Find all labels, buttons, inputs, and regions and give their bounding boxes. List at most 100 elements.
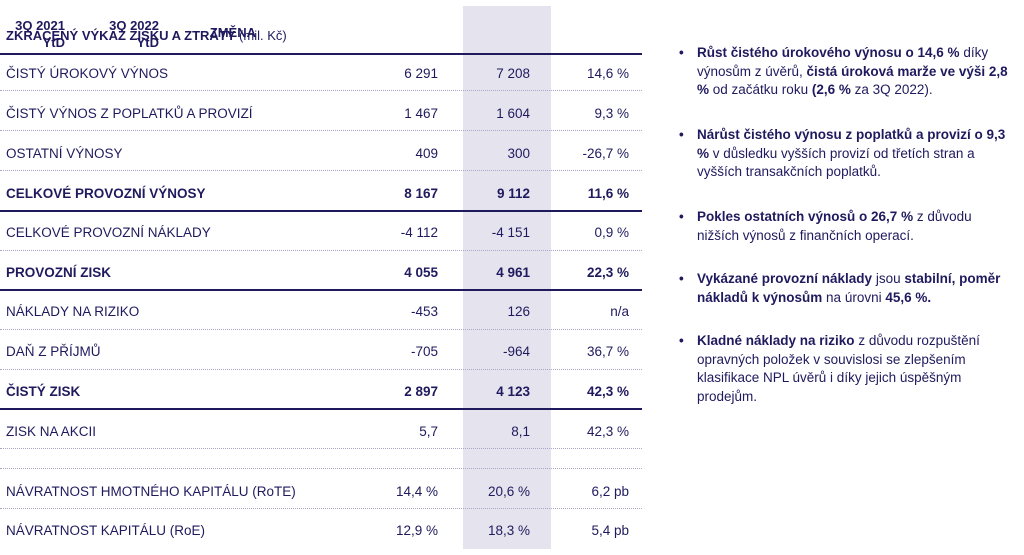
bullet-icon: •	[679, 271, 684, 286]
row-label: NÁVRATNOST KAPITÁLU (RoE)	[6, 523, 206, 538]
value-change: 5,4 pb	[591, 523, 629, 538]
value-2021: 4 055	[404, 265, 438, 280]
row-label: NÁKLADY NA RIZIKO	[6, 304, 140, 319]
row-divider	[0, 90, 642, 91]
value-2021: -453	[410, 304, 438, 319]
commentary-text-bold: Vykázané provozní náklady	[697, 271, 873, 286]
row-divider	[0, 53, 642, 55]
commentary-item: • Kladné náklady na riziko z důvodu rozpu…	[672, 332, 1017, 406]
column-header-2021-line1: 3Q 2021	[15, 18, 65, 33]
value-2021: 5,7	[419, 424, 438, 439]
commentary-text: v důsledku vyšších provizí od třetích st…	[697, 145, 975, 180]
value-2021: -705	[410, 344, 438, 359]
row-label: ČISTÝ ZISK	[6, 384, 81, 399]
column-header-2021: 3Q 2021 YtD	[15, 17, 65, 51]
current-period-highlight	[463, 6, 551, 549]
row-label: ČISTÝ VÝNOS Z POPLATKŮ A PROVIZÍ	[6, 106, 253, 121]
bullet-icon: •	[679, 127, 684, 142]
value-change: 14,6 %	[586, 66, 629, 81]
row-label: ZISK NA AKCII	[6, 424, 97, 439]
commentary-text-bold: čistá úroková marže ve výši 2,8 %	[697, 63, 1008, 98]
income-statement-table: ZKRÁCENÝ VÝKAZ ZISKU A ZTRÁTY (mil. Kč) …	[0, 6, 642, 549]
table-title-text: ZKRÁCENÝ VÝKAZ ZISKU A ZTRÁTY	[6, 28, 236, 43]
commentary-text-bold: Kladné náklady na riziko	[697, 333, 855, 348]
table-title: ZKRÁCENÝ VÝKAZ ZISKU A ZTRÁTY (mil. Kč)	[6, 28, 287, 43]
column-header-2021-line2: YtD	[42, 35, 65, 50]
value-2022: -4 151	[491, 225, 530, 240]
value-2022: 126	[507, 304, 530, 319]
column-header-2022: 3Q 2022 YtD	[109, 17, 159, 51]
column-header-2022-line1: 3Q 2022	[109, 18, 159, 33]
commentary-text: jsou	[872, 271, 905, 286]
row-label: CELKOVÉ PROVOZNÍ NÁKLADY	[6, 225, 211, 240]
column-header-2022-line2: YtD	[136, 35, 159, 50]
row-divider	[0, 210, 642, 212]
commentary-text-bold: Pokles ostatních výnosů o 26,7 %	[697, 209, 914, 224]
bullet-icon: •	[679, 209, 684, 224]
row-label: NÁVRATNOST HMOTNÉHO KAPITÁLU (RoTE)	[6, 484, 296, 499]
value-2022: -964	[502, 344, 530, 359]
commentary-text: díky výnosům z úvěrů,	[697, 45, 989, 79]
row-divider	[0, 250, 642, 251]
value-change: -26,7 %	[582, 146, 629, 161]
value-2021: 12,9 %	[395, 523, 438, 538]
commentary-text: od začátku roku	[709, 82, 812, 97]
commentary-item: • Růst čistého úrokového výnosu o 14,6 % …	[672, 44, 1017, 100]
commentary-text: z důvodu nižších výnosů z finančních ope…	[697, 209, 972, 243]
value-2022: 9 112	[496, 186, 530, 201]
row-divider	[0, 289, 642, 291]
bullet-icon: •	[679, 333, 684, 348]
value-change: 9,3 %	[594, 106, 629, 121]
commentary-item: • Nárůst čistého výnosu z poplatků a prov…	[672, 126, 1017, 182]
value-2022: 8,1	[511, 424, 530, 439]
value-change: 36,7 %	[586, 344, 629, 359]
row-label: DAŇ Z PŘÍJMŮ	[6, 344, 101, 359]
row-divider	[0, 448, 642, 449]
row-label: OSTATNÍ VÝNOSY	[6, 146, 123, 161]
value-2021: 14,4 %	[395, 484, 438, 499]
commentary-text: z důvodu rozpuštění opravných položek v …	[697, 333, 980, 404]
value-2021: 409	[415, 146, 438, 161]
value-2022: 18,3 %	[487, 523, 530, 538]
value-change: 22,3 %	[586, 265, 629, 280]
value-2021: -4 112	[400, 225, 438, 240]
commentary-text-bold: Růst čistého úrokového výnosu o 14,6 %	[697, 45, 960, 60]
value-change: 0,9 %	[594, 225, 629, 240]
commentary-text: za 3Q 2022).	[850, 82, 933, 97]
row-label: PROVOZNÍ ZISK	[6, 265, 112, 280]
commentary-text-bold: Nárůst čistého výnosu z poplatků a provi…	[697, 127, 1006, 161]
commentary-text-bold: 45,6 %.	[885, 289, 932, 305]
value-2021: 8 167	[404, 186, 438, 201]
column-header-change-line1: ZMĚNA	[209, 25, 256, 40]
value-2022: 300	[507, 146, 530, 161]
table-unit: (mil. Kč)	[235, 28, 287, 43]
bullet-icon: •	[679, 45, 684, 60]
row-divider	[0, 369, 642, 370]
value-change: 11,6 %	[587, 186, 629, 201]
value-2021: 1 467	[404, 106, 438, 121]
row-divider	[0, 468, 642, 469]
row-divider	[0, 408, 642, 410]
commentary-text-bold: (2,6 %	[811, 82, 851, 97]
value-2022: 7 208	[496, 66, 530, 81]
value-2022: 4 123	[496, 384, 530, 399]
commentary-text-bold: stabilní, poměr nákladů k výnosům	[697, 271, 1001, 305]
value-2022: 1 604	[496, 106, 530, 121]
value-change: 6,2 pb	[591, 484, 629, 499]
value-2022: 20,6 %	[487, 484, 530, 499]
row-label: CELKOVÉ PROVOZNÍ VÝNOSY	[6, 186, 206, 201]
value-change: 42,3 %	[586, 384, 629, 399]
value-2021: 6 291	[404, 66, 438, 81]
value-change: 42,3 %	[586, 424, 629, 439]
row-divider	[0, 329, 642, 330]
row-label: ČISTÝ ÚROKOVÝ VÝNOS	[6, 66, 169, 81]
value-2021: 2 897	[404, 384, 438, 399]
row-divider	[0, 170, 642, 171]
value-2022: 4 961	[496, 265, 530, 280]
commentary-item: • Pokles ostatních výnosů o 26,7 % z důvo…	[672, 208, 1017, 245]
column-header-change: ZMĚNA	[210, 24, 256, 41]
commentary-item: • Vykázané provozní náklady jsou stabilní…	[672, 270, 1017, 307]
commentary-text: na úrovni	[822, 289, 886, 305]
row-divider	[0, 508, 642, 509]
row-divider	[0, 130, 642, 131]
